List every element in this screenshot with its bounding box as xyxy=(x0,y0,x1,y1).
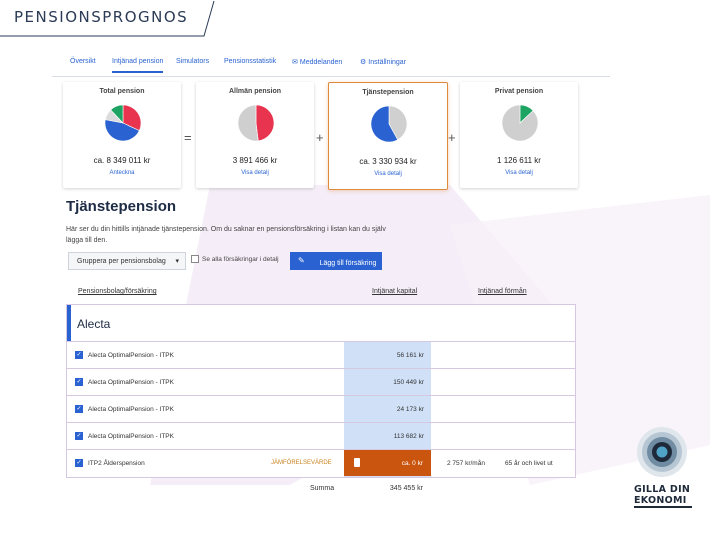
table-row: ✓ Alecta OptimalPension - ITPK 24 173 kr xyxy=(67,395,575,422)
pie-slice xyxy=(237,104,259,142)
card-title: Tjänstepension xyxy=(362,89,414,96)
group-select[interactable]: Gruppera per pensionsbolag ▾ xyxy=(68,252,186,270)
add-insurance-button[interactable]: ✎ Lägg till försäkring xyxy=(290,252,382,270)
row-capital: 113 682 kr xyxy=(393,433,424,440)
plus-operator: + xyxy=(448,130,456,145)
table-row: ✓ Alecta OptimalPension - ITPK 56 161 kr xyxy=(67,341,575,368)
card-link[interactable]: Visa detalj xyxy=(241,170,269,176)
row-capital: 24 173 kr xyxy=(396,406,424,413)
document-icon xyxy=(354,458,360,467)
column-header-capital[interactable]: Intjänat kapital xyxy=(372,288,418,295)
row-name: Alecta OptimalPension - ITPK xyxy=(88,406,174,413)
card-title: Total pension xyxy=(99,88,145,95)
gear-icon: ⚙ xyxy=(360,59,367,66)
card-value: ca. 3 330 934 kr xyxy=(359,157,417,166)
row-capital: ca. 0 kr xyxy=(401,460,423,467)
pie-chart xyxy=(370,105,408,143)
card-title: Privat pension xyxy=(494,88,544,95)
pie-chart xyxy=(501,104,539,142)
card-link[interactable]: Visa detalj xyxy=(505,170,533,176)
row-monthly-benefit: 2 757 kr/mån xyxy=(447,460,485,467)
row-capital: 150 449 kr xyxy=(393,379,424,386)
section-description: Här ser du din hittills intjänade tjänst… xyxy=(66,226,386,244)
caret-down-icon: ▾ xyxy=(175,258,179,265)
row-capital: 56 161 kr xyxy=(396,352,424,359)
detail-checkbox-label: Se alla försäkringar i detalj xyxy=(202,256,279,263)
tab-meddelanden-label: Meddelanden xyxy=(299,59,343,66)
tab-pensionsstatistik[interactable]: Pensionsstatistik xyxy=(224,58,277,65)
pie-slice xyxy=(501,104,539,142)
row-name: Alecta OptimalPension - ITPK xyxy=(88,379,174,386)
tab-installningar-label: Inställningar xyxy=(368,59,407,66)
logo-text-line1: GILLA DIN xyxy=(634,484,691,495)
table-row: ✓ Alecta OptimalPension - ITPK 150 449 k… xyxy=(67,368,575,395)
insurance-table: Alecta ✓ Alecta OptimalPension - ITPK 56… xyxy=(66,304,576,478)
slide-title: PENSIONSPROGNOS xyxy=(14,8,189,26)
pie-slice xyxy=(110,104,124,124)
tab-simulators[interactable]: Simulators xyxy=(176,58,210,65)
pie-chart xyxy=(237,104,275,142)
card-allman-pension[interactable]: Allmän pension 3 891 466 kr Visa detalj xyxy=(196,82,314,188)
tab-installningar[interactable]: ⚙ Inställningar xyxy=(360,58,406,66)
row-name: Alecta OptimalPension - ITPK xyxy=(88,433,174,440)
row-benefit-period: 65 år och livet ut xyxy=(505,460,553,467)
comparison-badge: JÄMFÖRELSEVÄRDE xyxy=(271,460,332,466)
card-privat-pension[interactable]: Privat pension 1 126 611 kr Visa detalj xyxy=(460,82,578,188)
column-header-benefit[interactable]: Intjänad förmån xyxy=(478,288,527,295)
row-checkbox[interactable]: ✓ xyxy=(75,378,83,386)
group-select-value: Gruppera per pensionsbolag xyxy=(77,258,166,265)
section-title: Tjänstepension xyxy=(66,198,177,215)
column-header-provider[interactable]: Pensionsbolag/försäkring xyxy=(78,288,157,295)
row-checkbox[interactable]: ✓ xyxy=(75,459,83,467)
detail-checkbox[interactable] xyxy=(191,255,199,263)
plus-operator: + xyxy=(316,130,324,145)
table-row-itp2: ✓ ITP2 Ålderspension JÄMFÖRELSEVÄRDE ca.… xyxy=(67,449,575,477)
sum-label: Summa xyxy=(310,485,335,492)
row-checkbox[interactable]: ✓ xyxy=(75,351,83,359)
pie-slice xyxy=(388,105,408,141)
tab-intjanad-pension[interactable]: Intjänad pension xyxy=(112,58,164,73)
row-checkbox[interactable]: ✓ xyxy=(75,432,83,440)
envelope-icon: ✉ xyxy=(292,59,298,66)
table-row: ✓ Alecta OptimalPension - ITPK 113 682 k… xyxy=(67,422,575,449)
provider-name: Alecta xyxy=(77,317,111,331)
row-name: Alecta OptimalPension - ITPK xyxy=(88,352,174,359)
logo-text-line2: EKONOMI xyxy=(634,495,692,508)
header-rule xyxy=(0,0,215,37)
row-checkbox[interactable]: ✓ xyxy=(75,405,83,413)
pie-slice xyxy=(255,104,275,142)
pencil-icon: ✎ xyxy=(298,256,305,265)
card-link[interactable]: Anteckna xyxy=(109,170,135,176)
equals-operator: = xyxy=(184,130,192,145)
sum-value: 345 455 kr xyxy=(389,485,423,492)
provider-accent-bar xyxy=(67,305,71,341)
pie-chart xyxy=(104,104,142,142)
card-value: ca. 8 349 011 kr xyxy=(93,156,151,165)
comparison-value-cell: ca. 0 kr xyxy=(344,450,431,476)
row-name: ITP2 Ålderspension xyxy=(88,460,145,467)
gilla-din-ekonomi-logo xyxy=(637,427,687,477)
pie-slice xyxy=(122,104,142,132)
card-link[interactable]: Visa detalj xyxy=(374,171,402,177)
pie-slice xyxy=(104,119,140,142)
tab-bar: Översikt Intjänad pension Simulators Pen… xyxy=(52,56,610,77)
card-value: 1 126 611 kr xyxy=(497,156,541,165)
tab-oversikt[interactable]: Översikt xyxy=(70,58,96,65)
pie-slice xyxy=(370,105,399,143)
tab-meddelanden[interactable]: ✉ Meddelanden xyxy=(292,58,342,66)
card-title: Allmän pension xyxy=(228,88,282,95)
add-insurance-label: Lägg till försäkring xyxy=(319,260,377,267)
card-value: 3 891 466 kr xyxy=(232,156,278,165)
card-tjanstepension[interactable]: Tjänstepension ca. 3 330 934 kr Visa det… xyxy=(328,82,448,190)
card-total-pension[interactable]: Total pension ca. 8 349 011 kr Anteckna xyxy=(63,82,181,188)
